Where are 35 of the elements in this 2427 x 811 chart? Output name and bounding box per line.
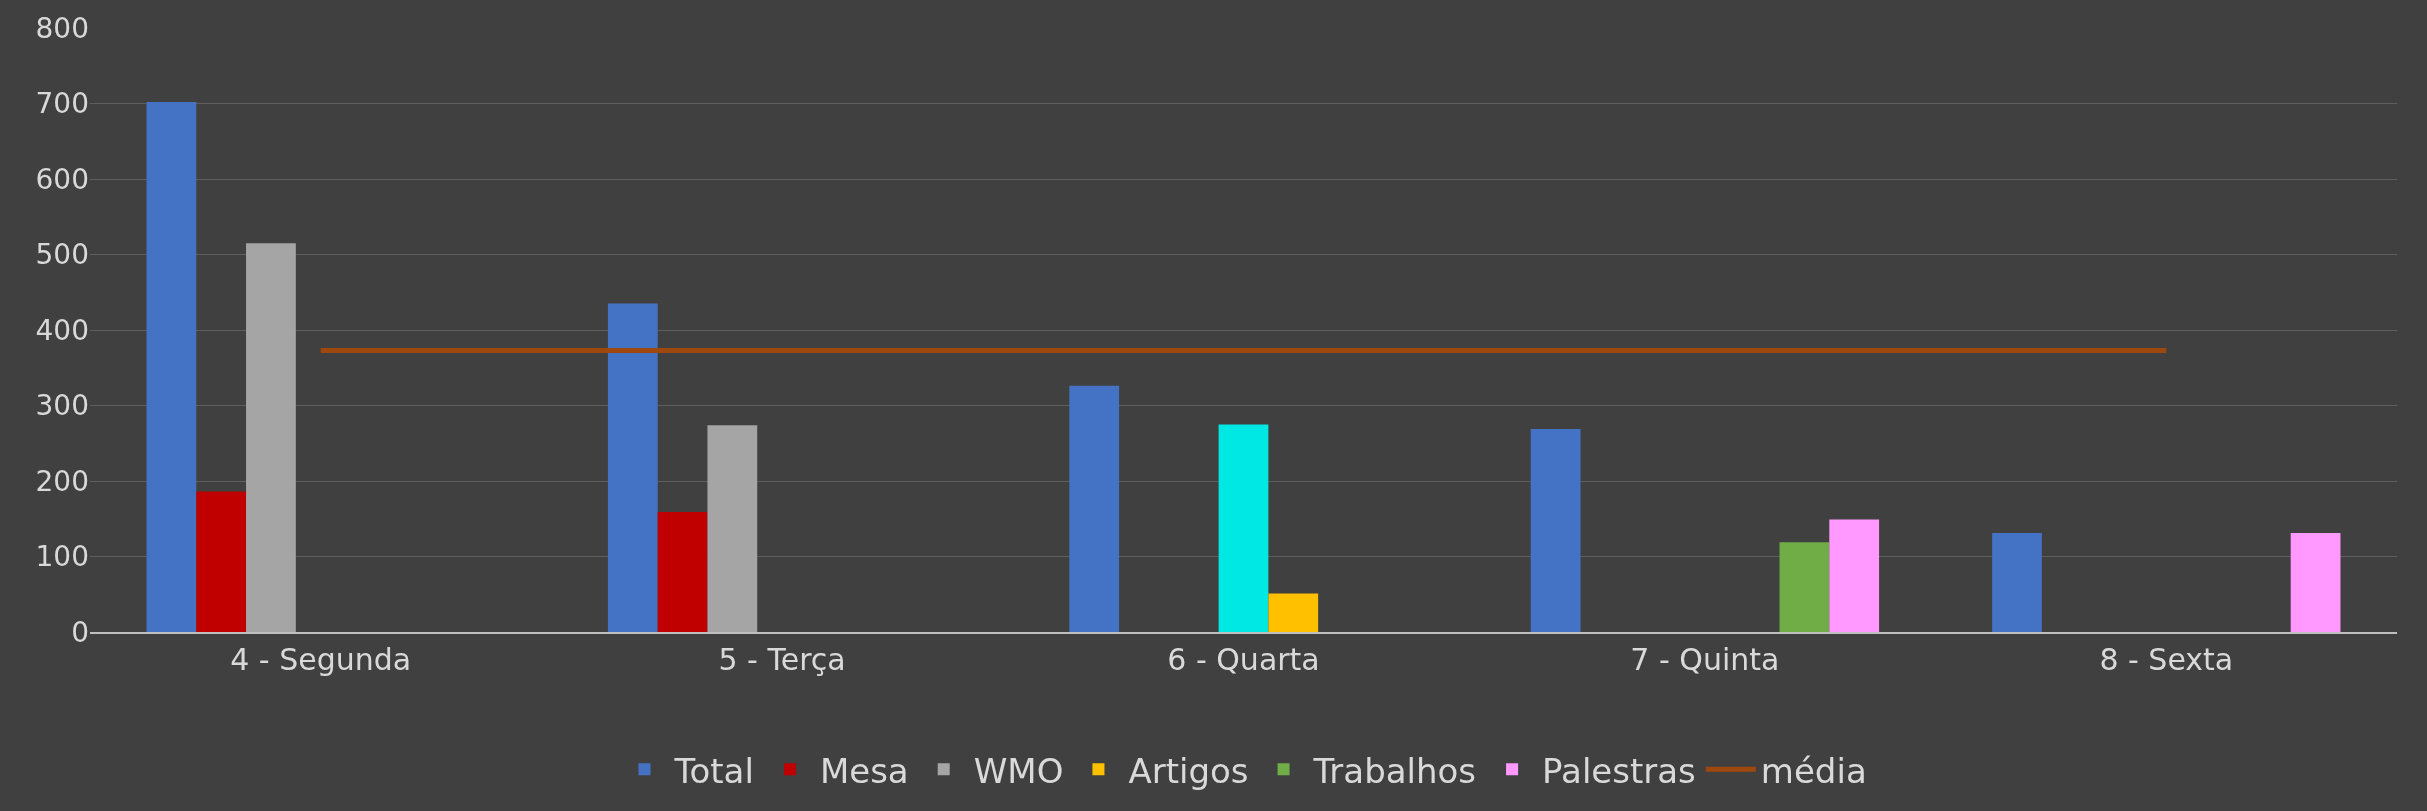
bar <box>707 425 758 632</box>
bar <box>146 101 197 632</box>
legend-label: Trabalhos <box>1312 750 1477 791</box>
legend-label: Mesa <box>819 750 909 791</box>
legend-label: Total <box>673 750 754 791</box>
y-tick-label: 400 <box>35 313 89 347</box>
legend-label: Palestras <box>1542 750 1696 791</box>
legend-label: Artigos <box>1128 750 1249 791</box>
y-tick-label: 100 <box>35 540 89 574</box>
x-tick-label: 8 - Sexta <box>2099 642 2234 677</box>
bar <box>607 303 658 632</box>
x-tick-label: 5 - Terça <box>718 642 846 677</box>
bar <box>1069 385 1120 632</box>
y-tick-label: 200 <box>35 464 89 498</box>
bar <box>1779 542 1830 632</box>
x-tick-label: 4 - Segunda <box>230 642 412 677</box>
bar <box>1992 533 2042 632</box>
bar <box>1218 424 1269 632</box>
bar <box>1530 428 1581 632</box>
bar <box>246 243 296 632</box>
y-tick-label: 800 <box>35 11 89 45</box>
y-tick-label: 600 <box>35 162 89 196</box>
x-tick-label: 7 - Quinta <box>1630 642 1780 677</box>
bar <box>657 511 708 632</box>
bar <box>2290 533 2341 632</box>
bar <box>1829 519 1880 632</box>
y-tick-label: 700 <box>35 87 89 121</box>
x-tick-label: 6 - Quarta <box>1167 642 1320 677</box>
legend-label: média <box>1760 750 1867 791</box>
y-tick-label: 0 <box>71 615 89 649</box>
bar <box>1268 593 1319 632</box>
y-tick-label: 300 <box>35 389 89 423</box>
y-tick-label: 500 <box>35 238 89 272</box>
bar <box>196 491 247 632</box>
legend-label: WMO <box>973 750 1064 791</box>
